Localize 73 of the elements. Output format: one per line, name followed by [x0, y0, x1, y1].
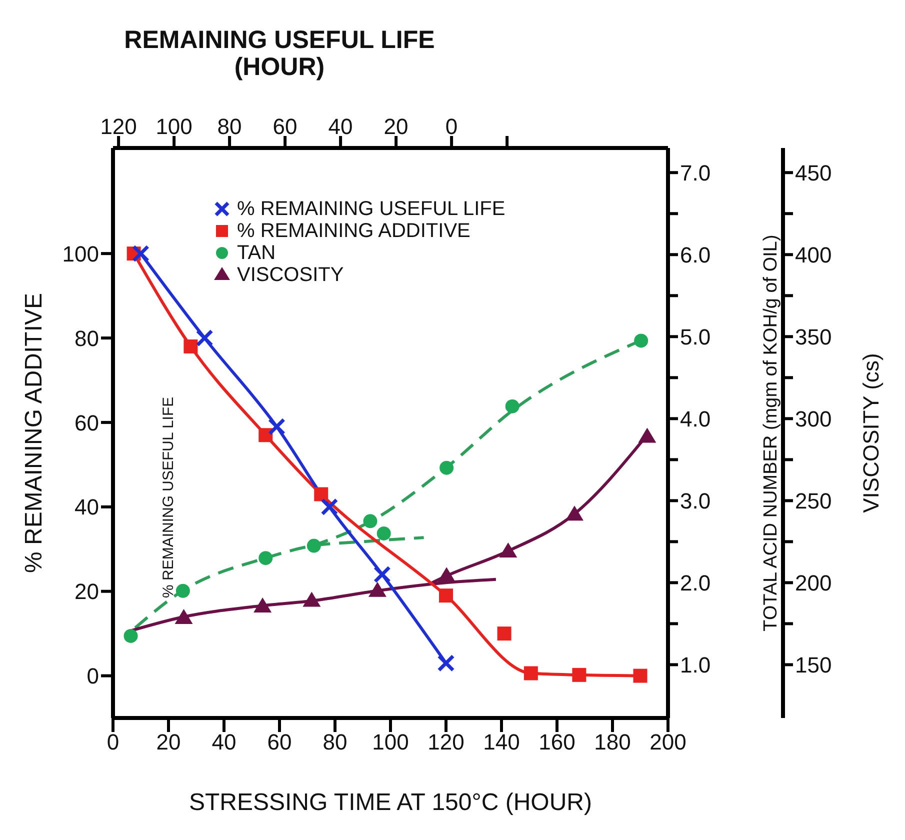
point — [258, 551, 273, 566]
point — [497, 626, 512, 641]
x-axis-title: STRESSING TIME AT 150°C (HOUR) — [188, 789, 592, 816]
point — [376, 526, 391, 540]
x2-tick-label: 80 — [217, 114, 242, 139]
x-tick-label: 200 — [650, 730, 686, 755]
x2-tick-label: 100 — [156, 114, 192, 139]
point — [505, 399, 520, 414]
y2-tick-label: 5.0 — [680, 324, 711, 350]
x2-tick-label: 60 — [272, 114, 298, 139]
point — [306, 538, 321, 553]
point — [176, 584, 190, 598]
point — [314, 487, 328, 502]
point — [438, 567, 456, 582]
legend-label: % REMAINING USEFUL LIFE — [237, 198, 506, 220]
point — [184, 339, 198, 354]
x-tick-label: 180 — [594, 730, 631, 755]
y2-tick-label: 1.0 — [680, 652, 711, 678]
y2-axis-title: TOTAL ACID NUMBER (mgm of KOH/g of OIL) — [760, 234, 782, 632]
y-tick-label: 60 — [74, 410, 99, 436]
point — [363, 514, 378, 528]
x-tick-label: 140 — [483, 730, 520, 755]
x-tick-label: 100 — [372, 730, 409, 755]
x-tick-label: 80 — [322, 730, 348, 755]
point — [638, 428, 656, 443]
point — [634, 334, 648, 348]
y2-tick-label: 3.0 — [680, 488, 711, 514]
point — [258, 428, 273, 442]
y2-tick-label: 4.0 — [680, 406, 711, 432]
y2-tick-label: 6.0 — [680, 242, 711, 268]
y2-tick-label: 2.0 — [680, 570, 711, 596]
point — [565, 506, 584, 521]
x2-tick-label: 20 — [384, 114, 408, 139]
point — [524, 666, 538, 680]
x-tick-label: 0 — [106, 730, 120, 755]
point — [254, 597, 272, 612]
point — [633, 668, 648, 683]
x2-tick-label: 40 — [328, 114, 353, 139]
point — [499, 542, 518, 558]
legend-label: TAN — [237, 242, 276, 264]
y-tick-label: 80 — [74, 326, 99, 351]
x-tick-label: 20 — [156, 730, 181, 755]
legend-label: VISCOSITY — [237, 264, 344, 286]
legend-label: % REMAINING ADDITIVE — [237, 220, 470, 242]
y3-tick-label: 150 — [795, 652, 832, 678]
y3-tick-label: 350 — [795, 324, 832, 350]
point — [302, 592, 321, 607]
y-axis-title: % REMAINING ADDITIVE — [20, 292, 48, 574]
point — [572, 668, 586, 682]
y2-tick-label: 7.0 — [680, 160, 711, 186]
y-tick-label: 0 — [86, 664, 99, 689]
x2-axis-title: REMAINING USEFUL LIFE (HOUR) — [124, 26, 435, 81]
annotation: % REMAINING USEFUL LIFE — [160, 396, 177, 598]
point — [124, 628, 138, 643]
x-tick-label: 40 — [212, 730, 236, 755]
y3-tick-label: 300 — [795, 406, 832, 432]
point — [440, 460, 454, 475]
x-tick-label: 120 — [428, 730, 464, 755]
y3-tick-label: 450 — [795, 160, 832, 186]
x-tick-label: 160 — [538, 730, 576, 755]
point — [439, 588, 453, 603]
y3-tick-label: 200 — [795, 570, 832, 596]
y3-tick-label: 250 — [795, 488, 832, 514]
y3-tick-label: 400 — [795, 242, 832, 268]
x2-tick-label: 0 — [445, 114, 458, 139]
y3-axis-title: VISCOSITY (cs) — [858, 353, 884, 513]
y-tick-label: 40 — [74, 494, 99, 520]
point — [368, 582, 386, 597]
y-tick-label: 100 — [62, 241, 99, 266]
x-tick-label: 60 — [267, 730, 292, 755]
point — [174, 608, 193, 624]
y-tick-label: 20 — [74, 579, 99, 604]
x2-tick-label: 120 — [100, 114, 137, 139]
